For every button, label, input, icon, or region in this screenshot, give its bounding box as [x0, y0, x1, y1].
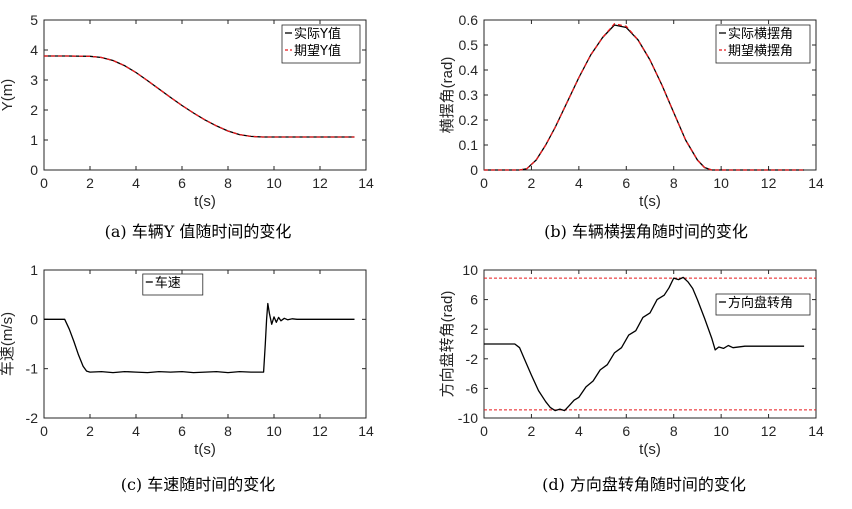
- x-tick-label: 10: [266, 423, 282, 439]
- legend-label: 方向盘转角: [728, 295, 793, 311]
- y-axis-label: 横摆角(rad): [439, 57, 456, 134]
- x-tick-label: 6: [178, 175, 186, 191]
- legend-label: 实际Y值: [294, 26, 341, 42]
- x-tick-label: 6: [622, 423, 630, 439]
- x-tick-label: 12: [761, 423, 777, 439]
- x-tick-label: 0: [40, 175, 48, 191]
- y-tick-label: -10: [458, 410, 478, 426]
- series-line-primary: [44, 302, 355, 374]
- y-tick-label: -6: [466, 380, 479, 396]
- plot-area-c: [43, 269, 367, 419]
- y-axis-label: 方向盘转角(rad): [438, 291, 456, 398]
- x-tick-label: 8: [224, 175, 232, 191]
- caption-d: (d) 方向盘转角随时间的变化: [542, 475, 746, 494]
- x-axis-label: t(s): [639, 441, 661, 458]
- x-tick-label: 10: [713, 175, 729, 191]
- x-tick-label: 10: [266, 175, 282, 191]
- x-tick-label: 2: [86, 423, 94, 439]
- legend-label: 期望横摆角: [728, 43, 793, 59]
- x-axis-label: t(s): [639, 193, 661, 210]
- x-tick-label: 14: [808, 175, 824, 191]
- y-tick-label: 10: [462, 262, 478, 278]
- plot-area-d: [483, 269, 817, 419]
- panel-d-steering-angle: 0 2 4 6 8 10 12 14 -10 -6 -2 2 6 10 t(s) 方向盘转角(rad) 方向盘转…: [438, 262, 824, 458]
- legend-box: [142, 273, 204, 296]
- caption-c: (c) 车速随时间的变化: [121, 475, 276, 494]
- x-tick-label: 6: [178, 423, 186, 439]
- series-line-secondary: [44, 55, 355, 138]
- y-axis-label: 车速(m/s): [0, 312, 16, 376]
- y-tick-label: 0.6: [459, 12, 479, 28]
- legend-label: 期望Y值: [294, 43, 341, 59]
- legend-label: 车速: [155, 275, 181, 291]
- x-tick-label: 8: [670, 175, 678, 191]
- y-tick-label: -1: [26, 361, 39, 377]
- y-tick-label: 0.5: [459, 37, 479, 53]
- y-tick-label: 0: [30, 162, 38, 178]
- y-tick-label: 1: [30, 262, 38, 278]
- y-tick-label: 1: [30, 132, 38, 148]
- y-tick-label: 6: [470, 292, 478, 308]
- x-tick-label: 12: [761, 175, 777, 191]
- y-tick-label: 0.4: [459, 62, 479, 78]
- x-tick-label: 2: [528, 175, 536, 191]
- x-tick-label: 8: [670, 423, 678, 439]
- y-tick-label: 4: [30, 42, 38, 58]
- x-tick-label: 0: [480, 175, 488, 191]
- series-line-primary: [484, 24, 805, 171]
- x-tick-label: 2: [86, 175, 94, 191]
- caption-a: (a) 车辆Y 值随时间的变化: [105, 222, 292, 241]
- x-tick-label: 0: [480, 423, 488, 439]
- y-tick-label: 0: [30, 311, 38, 327]
- panel-b-yaw-angle: 0 2 4 6 8 10 12 14 0 0.1 0.2 0.3 0.4 0.5 0.6 t(s) 横摆角(ra…: [439, 12, 824, 210]
- y-tick-label: 3: [30, 72, 38, 88]
- legend-label: 实际横摆角: [728, 27, 793, 42]
- x-axis-label: t(s): [194, 193, 216, 210]
- x-tick-label: 4: [132, 423, 140, 439]
- x-tick-label: 8: [224, 423, 232, 439]
- x-tick-label: 14: [358, 175, 374, 191]
- series-line-primary: [484, 276, 805, 412]
- caption-b: (b) 车辆横摆角随时间的变化: [544, 222, 748, 241]
- legend-box: [715, 293, 811, 316]
- x-tick-label: 4: [575, 175, 583, 191]
- x-tick-label: 6: [622, 175, 630, 191]
- y-tick-label: 0: [470, 162, 478, 178]
- y-tick-label: 2: [470, 321, 478, 337]
- series-line-secondary: [484, 23, 805, 171]
- x-tick-label: 10: [713, 423, 729, 439]
- x-tick-label: 2: [528, 423, 536, 439]
- panel-c-speed: 0 2 4 6 8 10 12 14 -2 -1 0 1 t(s) 车速(m/s) 车速: [0, 262, 374, 458]
- y-tick-label: 0.3: [459, 87, 479, 103]
- x-tick-label: 14: [358, 423, 374, 439]
- y-tick-label: 2: [30, 102, 38, 118]
- y-tick-label: 0.1: [459, 137, 479, 153]
- x-axis-label: t(s): [194, 441, 216, 458]
- y-tick-label: 0.2: [459, 112, 479, 128]
- legend-box: [281, 24, 361, 64]
- y-axis-label: Y(m): [0, 79, 16, 112]
- x-tick-label: 0: [40, 423, 48, 439]
- x-tick-label: 4: [132, 175, 140, 191]
- x-tick-label: 14: [808, 423, 824, 439]
- x-tick-label: 4: [575, 423, 583, 439]
- y-tick-label: -2: [26, 410, 39, 426]
- y-tick-label: -2: [466, 351, 479, 367]
- y-tick-label: 5: [30, 12, 38, 28]
- legend-box: [715, 24, 811, 64]
- x-tick-label: 12: [312, 175, 328, 191]
- x-tick-label: 12: [312, 423, 328, 439]
